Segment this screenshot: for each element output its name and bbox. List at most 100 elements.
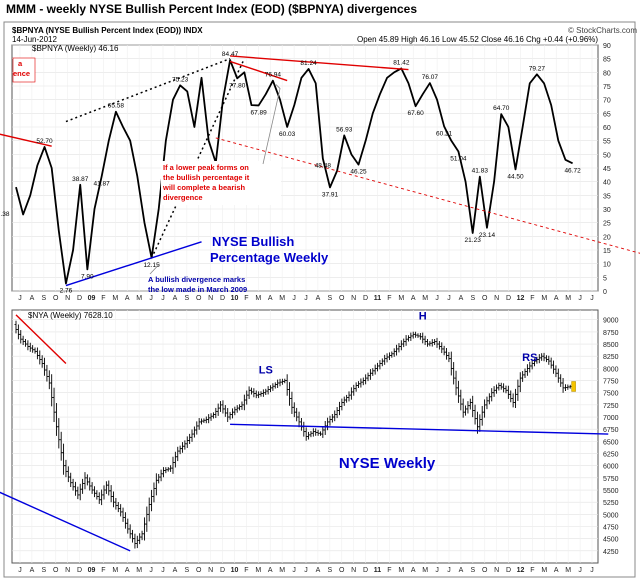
panel-2-x-tick-29: D — [363, 567, 368, 574]
panel-1-x-tick-43: F — [530, 295, 534, 302]
panel-1-x-tick-29: D — [363, 295, 368, 302]
bpnya-extra-label-0: 27.38 — [0, 211, 10, 218]
panel-1-x-tick-9: A — [125, 295, 130, 302]
bpnya-point-label-22: 60.21 — [436, 130, 453, 137]
panel-2-x-tick-8: M — [112, 567, 118, 574]
nya-annotation-3: NYSE Weekly — [339, 455, 436, 472]
top-symbol: $BPNYA (NYSE Bullish Percent Index (EOD)… — [12, 26, 203, 35]
bpnya-point-label-1: 2.76 — [60, 287, 73, 294]
nya-annotation-0: LS — [259, 364, 273, 376]
bpnya-point-label-30: 46.72 — [564, 167, 581, 174]
panel-2-x-tick-36: J — [447, 567, 451, 574]
bpnya-point-label-24: 21.23 — [465, 237, 482, 244]
bpnya-point-label-18: 46.25 — [350, 169, 367, 176]
panel-2-x-tick-9: A — [125, 567, 130, 574]
bpnya-point-label-9: 84.47 — [222, 51, 239, 58]
panel-1-x-tick-47: J — [578, 295, 582, 302]
panel-2-y-tick-7: 6000 — [603, 464, 619, 471]
panel-1-x-tick-21: A — [268, 295, 273, 302]
nya-last-price-marker — [571, 381, 576, 392]
panel-1-y-tick-7: 35 — [603, 193, 611, 200]
corner-note-box — [12, 57, 36, 83]
bpnya-big-label-line-1: Percentage Weekly — [210, 250, 329, 265]
panel-1-y-tick-1: 5 — [603, 275, 607, 282]
bpnya-point-label-11: 67.89 — [250, 109, 267, 116]
bpnya-big-label-line-0: NYSE Bullish — [212, 234, 294, 249]
panel-1-x-tick-12: J — [161, 295, 165, 302]
panel-1-x-tick-39: O — [482, 295, 488, 302]
panel-1-x-tick-22: M — [279, 295, 285, 302]
panel-1-trendline-2 — [229, 60, 288, 82]
panel-2-x-tick-42: 12 — [517, 567, 525, 574]
panel-1-y-tick-6: 30 — [603, 207, 611, 214]
panel-2-y-tick-14: 7750 — [603, 379, 619, 386]
panel-2-y-tick-10: 6750 — [603, 427, 619, 434]
top-legend: $BPNYA (Weekly) 46.16 — [32, 44, 119, 53]
bpnya-point-label-23: 51.04 — [450, 155, 467, 162]
bpnya-point-label-4: 41.87 — [93, 181, 110, 188]
bullish-note-line-0: A bullish divergence marks — [148, 275, 245, 284]
panel-1-y-tick-11: 55 — [603, 139, 611, 146]
panel-1-x-tick-28: N — [351, 295, 356, 302]
panel-1-y-tick-14: 70 — [603, 98, 611, 105]
panel-1-x-tick-11: J — [149, 295, 153, 302]
bullish-note-pointer — [149, 263, 160, 275]
panel-1-x-tick-5: D — [77, 295, 82, 302]
panel-1-x-tick-16: N — [208, 295, 213, 302]
panel-2-y-tick-8: 6250 — [603, 452, 619, 459]
panel-2-x-tick-3: O — [53, 567, 59, 574]
panel-2-y-tick-5: 5500 — [603, 488, 619, 495]
panel-1-x-tick-13: A — [173, 295, 178, 302]
panel-1-x-tick-41: D — [506, 295, 511, 302]
panel-1-x-tick-7: F — [101, 295, 105, 302]
panel-2-x-tick-4: N — [65, 567, 70, 574]
bearish-note-bg — [161, 161, 281, 205]
panel-2-x-tick-46: M — [565, 567, 571, 574]
panel-1-y-tick-13: 65 — [603, 111, 611, 118]
panel-1-x-tick-15: O — [196, 295, 202, 302]
panel-2-x-tick-2: S — [41, 567, 46, 574]
panel-1-x-tick-34: M — [422, 295, 428, 302]
bpnya-point-label-26: 23.14 — [479, 232, 496, 239]
panel-1-x-tick-36: J — [447, 295, 451, 302]
panel-2-x-tick-44: M — [541, 567, 547, 574]
bpnya-point-label-17: 56.93 — [336, 126, 353, 133]
bpnya-series-line — [15, 59, 573, 285]
panel-2-trendline-0 — [15, 314, 67, 365]
panel-2-y-tick-18: 8750 — [603, 330, 619, 337]
bpnya-point-label-16: 37.91 — [322, 191, 339, 198]
corner-note-line-1: ence — [13, 69, 30, 78]
bearish-note-line-2: will complete a bearish — [162, 183, 246, 192]
panel-2-x-tick-38: S — [470, 567, 475, 574]
panel-1-x-tick-6: 09 — [88, 295, 96, 302]
panel-2-y-tick-3: 5000 — [603, 512, 619, 519]
panel-2-y-tick-6: 5750 — [603, 476, 619, 483]
panel-1-trendline-0 — [0, 133, 52, 147]
panel-1-x-tick-38: S — [470, 295, 475, 302]
panel-2-x-tick-18: 10 — [231, 567, 239, 574]
panel-2-y-tick-1: 4500 — [603, 537, 619, 544]
panel-1-y-tick-8: 40 — [603, 180, 611, 187]
bearish-note-line-0: If a lower peak forms on — [163, 163, 249, 172]
panel-2-x-tick-12: J — [161, 567, 165, 574]
panel-1-trendline-6 — [65, 241, 202, 287]
panel-2-trendline-1 — [0, 491, 131, 552]
panel-2-x-tick-40: N — [494, 567, 499, 574]
panel-1-trendline-3 — [215, 137, 640, 254]
panel-2-x-tick-15: O — [196, 567, 202, 574]
bpnya-point-label-10: 77.80 — [229, 82, 246, 89]
panel-2-x-tick-25: A — [316, 567, 321, 574]
bpnya-point-label-28: 44.50 — [507, 173, 524, 180]
panel-1-x-tick-46: M — [565, 295, 571, 302]
panel-1-trendline-5 — [150, 58, 246, 259]
panel-2-y-tick-15: 8000 — [603, 366, 619, 373]
bottom-legend: $NYA (Weekly) 7628.10 — [28, 311, 113, 320]
bpnya-point-label-12: 76.94 — [265, 72, 282, 79]
panel-1-x-tick-10: M — [136, 295, 142, 302]
panel-2-x-tick-27: O — [339, 567, 345, 574]
panel-2-x-tick-48: J — [590, 567, 594, 574]
outer-border — [3, 21, 636, 578]
panel-2-y-tick-11: 7000 — [603, 415, 619, 422]
bpnya-point-label-13: 60.03 — [279, 131, 296, 138]
